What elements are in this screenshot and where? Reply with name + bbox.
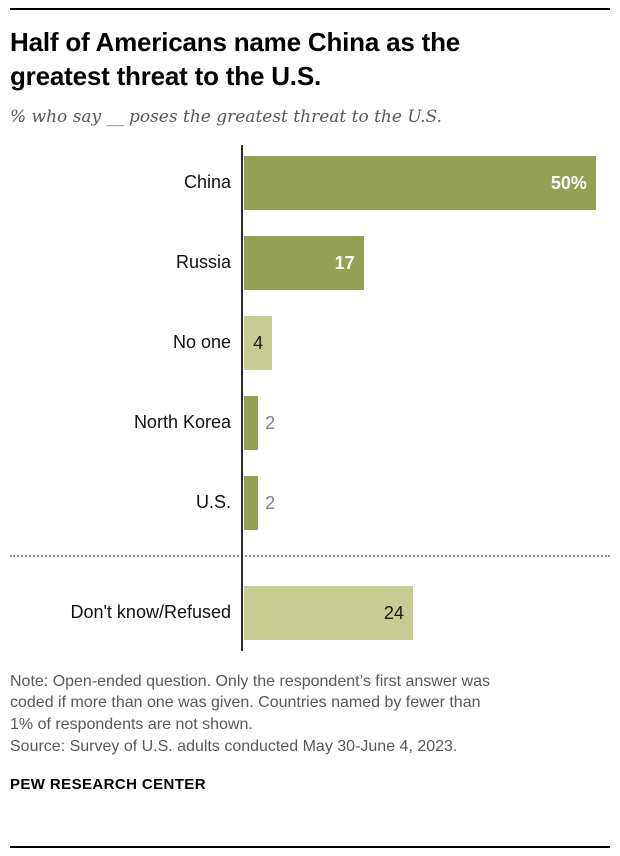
y-axis-line xyxy=(241,144,243,651)
bar-row: North Korea 2 xyxy=(10,383,610,463)
bottom-rule xyxy=(10,846,610,848)
source-text: Source: Survey of U.S. adults conducted … xyxy=(10,737,458,755)
bar-row: Don't know/Refused 24 xyxy=(10,573,610,653)
bar-category-label: No one xyxy=(172,332,231,353)
bar-cell: 50% xyxy=(241,155,610,210)
page-title: Half of Americans name China as the grea… xyxy=(10,26,610,94)
bar: 50% xyxy=(244,155,596,210)
bar-value-label: 24 xyxy=(383,602,404,623)
bar-chart: China 50% Russia 17 No one 4 North Korea 2 U.S. 2… xyxy=(10,143,610,653)
note-line-2: coded if more than one was given. Countr… xyxy=(10,694,481,712)
bar-cell: 17 xyxy=(241,235,610,290)
bar-category-label: U.S. xyxy=(195,492,231,513)
brand-label: PEW RESEARCH CENTER xyxy=(10,775,206,793)
note-text: Note: Open-ended question. Only the resp… xyxy=(10,671,610,736)
bar-cell: 2 xyxy=(241,395,610,450)
chart-divider xyxy=(10,554,610,557)
bar-value-label: 50% xyxy=(550,172,587,193)
bar-category-label: North Korea xyxy=(133,412,231,433)
chart-footer: Note: Open-ended question. Only the resp… xyxy=(10,671,610,793)
bar-value-label: 2 xyxy=(265,492,276,513)
bar: 24 xyxy=(244,585,413,640)
note-line-1: Note: Open-ended question. Only the resp… xyxy=(10,672,490,690)
bar-category-label: Russia xyxy=(175,252,231,273)
bar-cell: 4 xyxy=(241,315,610,370)
bar: 4 xyxy=(244,315,273,370)
bar-cell: 2 xyxy=(241,475,610,530)
top-rule xyxy=(10,8,610,10)
title-line-2: greatest threat to the U.S. xyxy=(10,60,321,91)
bar-row: No one 4 xyxy=(10,303,610,383)
bar-cell: 24 xyxy=(241,585,610,640)
chart-subtitle: % who say __ poses the greatest threat t… xyxy=(10,106,442,127)
bar-category-label: China xyxy=(183,172,231,193)
bar-category-label: Don't know/Refused xyxy=(70,602,231,623)
bar-value-label: 17 xyxy=(334,252,355,273)
bar-value-label: 2 xyxy=(265,412,276,433)
bar-row: Russia 17 xyxy=(10,223,610,303)
bar-row: China 50% xyxy=(10,143,610,223)
bar-row: U.S. 2 xyxy=(10,463,610,543)
bar-value-label: 4 xyxy=(253,332,264,353)
note-line-3: 1% of respondents are not shown. xyxy=(10,716,253,734)
title-line-1: Half of Americans name China as the xyxy=(10,27,461,57)
bar xyxy=(244,395,259,450)
bar xyxy=(244,475,259,530)
bar: 17 xyxy=(244,235,364,290)
